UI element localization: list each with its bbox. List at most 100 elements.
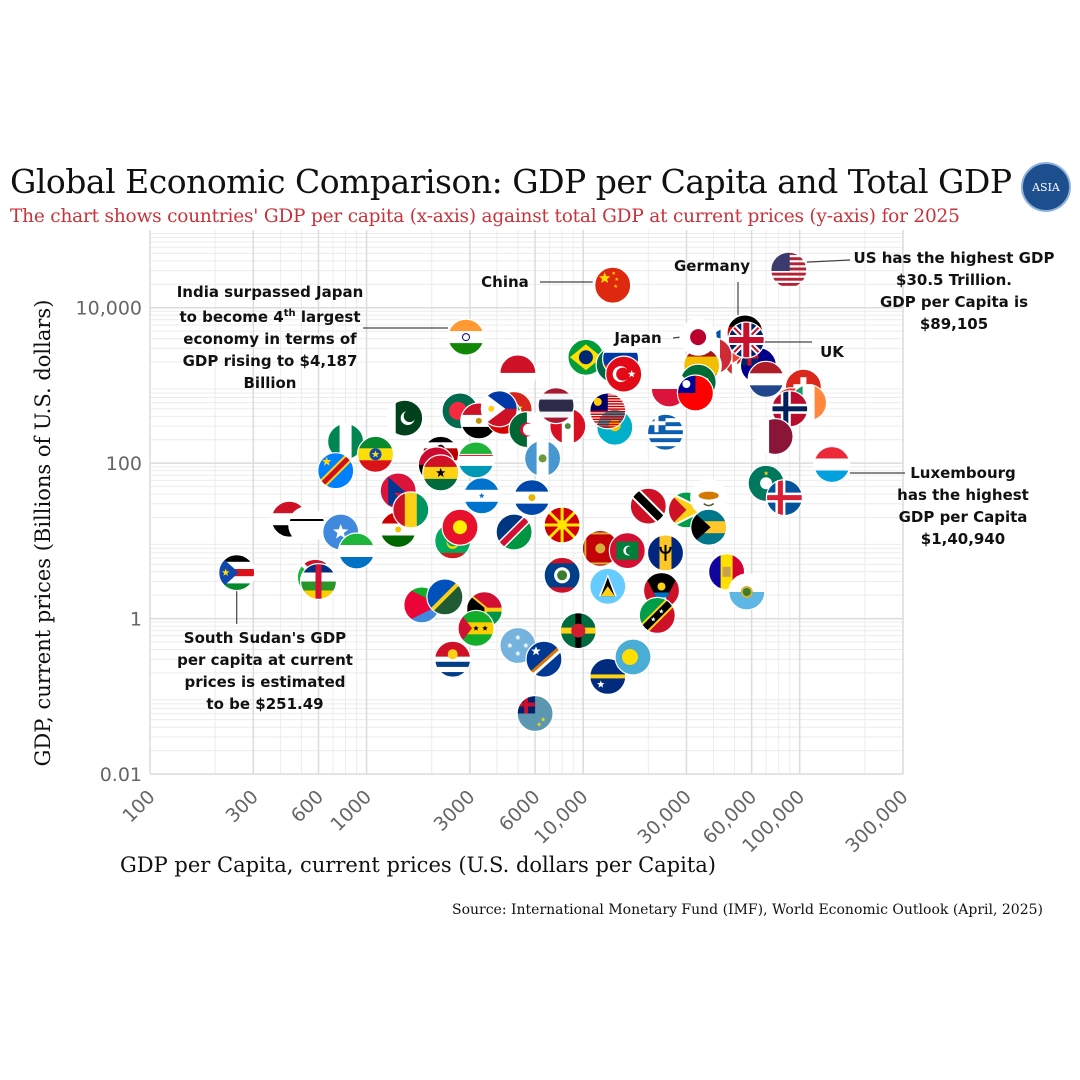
annotation-china-label: China — [481, 273, 529, 291]
annotation-uk-label: UK — [820, 343, 844, 361]
x-axis-label: GDP per Capita, current prices (U.S. dol… — [120, 853, 716, 877]
annotation-india-line5: Billion — [243, 374, 297, 392]
point-car — [299, 562, 338, 601]
annotation-uk: UK — [812, 341, 852, 363]
x-tick-label: 1000 — [326, 786, 376, 836]
point-solomon-islands — [426, 578, 464, 616]
annotation-india-line2a: to become 4 — [179, 308, 284, 326]
point-turkey — [605, 355, 643, 393]
flag-trinidad-icon — [630, 488, 667, 525]
y-axis-label: GDP, current prices (Billions of U.S. do… — [31, 299, 55, 767]
y-tick-label: 10,000 — [76, 298, 142, 320]
point-greece — [646, 413, 685, 451]
flag-saint-kitts-icon — [639, 597, 676, 634]
flag-car-icon — [300, 563, 337, 600]
point-luxembourg — [813, 445, 851, 484]
point-tuvalu — [516, 694, 554, 733]
flag-algeria-icon — [508, 411, 545, 448]
annotation-ss-line4: to be $251.49 — [206, 695, 324, 713]
point-pakistan — [386, 399, 424, 437]
point-malaysia — [589, 392, 627, 430]
y-tick-label: 0.01 — [100, 764, 142, 786]
point-afghanistan — [288, 506, 326, 544]
flag-kiribati-icon — [434, 641, 471, 678]
annotation-luxembourg: Luxembourg has the highest GDP per Capit… — [888, 462, 1038, 550]
flag-luxembourg-icon — [813, 446, 850, 483]
annotation-south-sudan: South Sudan's GDP per capita at current … — [160, 627, 370, 715]
point-palau — [614, 638, 652, 676]
point-netherlands — [747, 360, 785, 398]
flag-marshall-islands-icon — [526, 641, 562, 678]
x-tick-label: 30,000 — [633, 786, 696, 849]
point-us — [770, 251, 808, 289]
point-japan — [679, 318, 717, 356]
annotation-india-line2: to become 4th largest — [160, 303, 380, 328]
flag-indonesia-icon — [499, 354, 536, 391]
flag-china-icon — [594, 267, 631, 304]
flag-palau-icon — [615, 639, 651, 675]
point-algeria — [508, 411, 546, 449]
point-uzbekistan — [457, 441, 495, 479]
point-norway — [771, 390, 809, 428]
flag-afghanistan-icon — [288, 507, 325, 543]
point-taiwan — [676, 374, 715, 412]
point-bahamas — [690, 508, 728, 546]
annotation-india-line3: economy in terms of — [183, 330, 357, 348]
point-iceland — [765, 479, 804, 517]
annotation-us-line3: GDP per Capita is — [879, 293, 1029, 311]
annotation-japan-label: Japan — [614, 329, 662, 347]
point-thailand — [537, 387, 575, 425]
leader-us — [806, 259, 851, 263]
flag-philippines-icon — [481, 390, 518, 427]
annotation-leaders — [236, 259, 905, 624]
annotation-ss-line2: per capita at current — [177, 651, 353, 669]
x-tick-label: 600 — [287, 786, 328, 827]
flag-namibia-icon — [496, 514, 533, 550]
point-trinidad — [629, 487, 667, 525]
annotation-japan: Japan — [604, 327, 672, 349]
point-ghana — [422, 454, 460, 492]
point-saint-lucia — [589, 567, 627, 605]
point-kyrgyzstan — [441, 508, 479, 546]
flag-kyrgyzstan-icon — [442, 509, 478, 546]
flag-india-icon — [448, 319, 484, 356]
asia-logo-text: ASIA — [1032, 180, 1060, 194]
flag-saint-lucia-icon — [589, 568, 626, 605]
point-south-sudan — [218, 553, 256, 592]
annotation-germany-label: Germany — [673, 257, 751, 275]
flag-belize-icon — [544, 557, 581, 594]
point-uk — [727, 321, 765, 359]
flag-malaysia-icon — [589, 392, 626, 428]
flag-dominica-icon — [560, 612, 597, 649]
annotation-lux-line1: Luxembourg — [910, 464, 1016, 482]
flag-dr-congo-icon — [317, 452, 354, 489]
point-honduras — [463, 477, 501, 515]
annotation-germany: Germany — [662, 255, 762, 277]
flag-san-marino-icon — [728, 574, 765, 610]
point-sao-tome — [457, 609, 495, 647]
annotation-us: US has the highest GDP $30.5 Trillion. G… — [838, 247, 1070, 335]
flag-taiwan-icon — [677, 375, 714, 411]
flag-thailand-icon — [538, 387, 575, 424]
point-philippines — [480, 390, 518, 428]
flag-norway-icon — [771, 390, 808, 427]
annotation-us-line4: $89,105 — [919, 315, 989, 333]
point-saint-kitts — [638, 596, 676, 635]
flag-turkey-icon — [605, 356, 642, 393]
point-guatemala — [523, 439, 562, 477]
annotation-india-line2b: largest — [295, 308, 361, 326]
point-indonesia — [499, 354, 537, 392]
point-dominica — [559, 611, 597, 650]
point-sierra-leone — [338, 532, 376, 570]
point-kiribati — [434, 640, 472, 678]
x-tick-label: 100 — [118, 786, 159, 827]
annotation-india-line1: India surpassed Japan — [176, 283, 364, 301]
flag-uk-icon — [728, 322, 765, 358]
point-san-marino — [728, 573, 766, 611]
annotation-india-line4: GDP rising to $4,187 — [182, 352, 358, 370]
y-tick-label: 100 — [106, 453, 142, 475]
point-guinea — [392, 491, 430, 529]
chart-subtitle: The chart shows countries' GDP per capit… — [10, 206, 960, 227]
point-belize — [543, 556, 581, 594]
